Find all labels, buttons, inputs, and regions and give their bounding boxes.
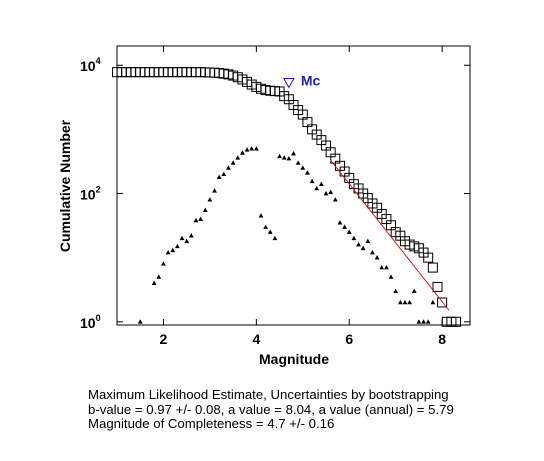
noncumulative-marker	[240, 150, 245, 155]
cumulative-marker	[437, 297, 448, 308]
noncumulative-marker	[332, 197, 338, 202]
cumulative-series	[112, 67, 462, 327]
y-tick-label: 100	[80, 313, 101, 331]
cumulative-marker	[451, 316, 462, 327]
noncumulative-marker	[356, 241, 361, 247]
caption-line-bvalue: b-value = 0.97 +/- 0.08, a value = 8.04,…	[88, 401, 454, 417]
noncumulative-marker	[207, 197, 213, 202]
noncumulative-marker	[314, 185, 320, 191]
noncumulative-marker	[263, 224, 269, 229]
noncumulative-marker	[351, 235, 357, 241]
y-tick-label: 102	[80, 185, 101, 203]
noncumulative-marker	[309, 178, 315, 184]
noncumulative-marker	[421, 319, 426, 324]
noncumulative-marker	[374, 255, 380, 260]
noncumulative-marker	[198, 216, 204, 221]
caption: Maximum Likelihood Estimate, Uncertainti…	[88, 387, 454, 432]
axis-ticks: 2 4 6 8 100 102 104	[80, 46, 470, 347]
cumulative-marker	[423, 252, 434, 263]
noncumulative-marker	[272, 235, 278, 241]
noncumulative-marker	[328, 189, 334, 194]
noncumulative-marker	[253, 146, 259, 151]
noncumulative-marker	[342, 224, 347, 229]
noncumulative-marker	[249, 146, 255, 151]
noncumulative-marker	[267, 229, 273, 234]
noncumulative-marker	[216, 174, 222, 179]
noncumulative-marker	[165, 249, 171, 255]
cumulative-marker	[432, 281, 443, 292]
noncumulative-marker	[291, 150, 296, 156]
cumulative-marker	[427, 262, 438, 273]
x-tick-label: 2	[160, 331, 168, 347]
mc-marker	[283, 77, 295, 89]
plot-frame	[116, 45, 471, 326]
noncumulative-marker	[179, 235, 185, 241]
x-axis-label: Magnitude	[259, 351, 329, 367]
noncumulative-marker	[425, 319, 431, 324]
noncumulative-marker	[226, 165, 231, 170]
x-tick-label: 4	[252, 331, 260, 347]
noncumulative-marker	[286, 156, 292, 161]
noncumulative-marker	[388, 274, 394, 279]
noncumulative-marker	[244, 147, 250, 152]
noncumulative-marker	[407, 299, 413, 305]
noncumulative-marker	[188, 233, 194, 238]
noncumulative-marker	[300, 165, 306, 170]
noncumulative-series	[137, 146, 436, 324]
noncumulative-marker	[430, 299, 436, 305]
chart: 2 4 6 8 100 102 104 Mc Magnitude Cumulative Nu…	[57, 45, 471, 367]
noncumulative-marker	[379, 264, 385, 270]
noncumulative-marker	[258, 213, 264, 218]
x-tick-label: 6	[345, 331, 353, 347]
fit-line	[330, 159, 450, 311]
noncumulative-marker	[221, 171, 227, 177]
y-axis-label: Cumulative Number	[57, 119, 73, 252]
y-tick-label: 104	[80, 56, 101, 74]
noncumulative-marker	[156, 274, 162, 279]
noncumulative-marker	[277, 153, 282, 159]
noncumulative-marker	[174, 243, 180, 249]
noncumulative-marker	[170, 247, 176, 253]
noncumulative-marker	[397, 299, 403, 305]
noncumulative-marker	[393, 288, 399, 293]
noncumulative-marker	[235, 155, 241, 160]
noncumulative-marker	[370, 249, 375, 255]
noncumulative-marker	[383, 264, 389, 270]
noncumulative-marker	[346, 229, 352, 234]
caption-line-method: Maximum Likelihood Estimate, Uncertainti…	[88, 387, 449, 402]
noncumulative-marker	[230, 160, 236, 165]
noncumulative-marker	[151, 280, 157, 285]
noncumulative-marker	[202, 207, 208, 212]
noncumulative-marker	[305, 170, 310, 175]
noncumulative-marker	[137, 319, 143, 324]
noncumulative-marker	[323, 190, 329, 196]
noncumulative-marker	[184, 238, 190, 244]
noncumulative-marker	[193, 217, 199, 223]
noncumulative-marker	[337, 220, 343, 225]
noncumulative-marker	[212, 188, 217, 193]
x-tick-label: 8	[438, 331, 446, 347]
noncumulative-marker	[360, 245, 366, 251]
noncumulative-marker	[411, 288, 417, 293]
noncumulative-marker	[295, 160, 301, 165]
noncumulative-marker	[318, 181, 324, 186]
noncumulative-marker	[365, 238, 371, 244]
mc-label: Mc	[301, 72, 321, 88]
noncumulative-marker	[161, 261, 166, 266]
noncumulative-marker	[281, 155, 287, 160]
noncumulative-marker	[402, 299, 408, 305]
noncumulative-marker	[416, 319, 422, 324]
caption-line-completeness: Magnitude of Completeness = 4.7 +/- 0.16	[88, 416, 335, 431]
